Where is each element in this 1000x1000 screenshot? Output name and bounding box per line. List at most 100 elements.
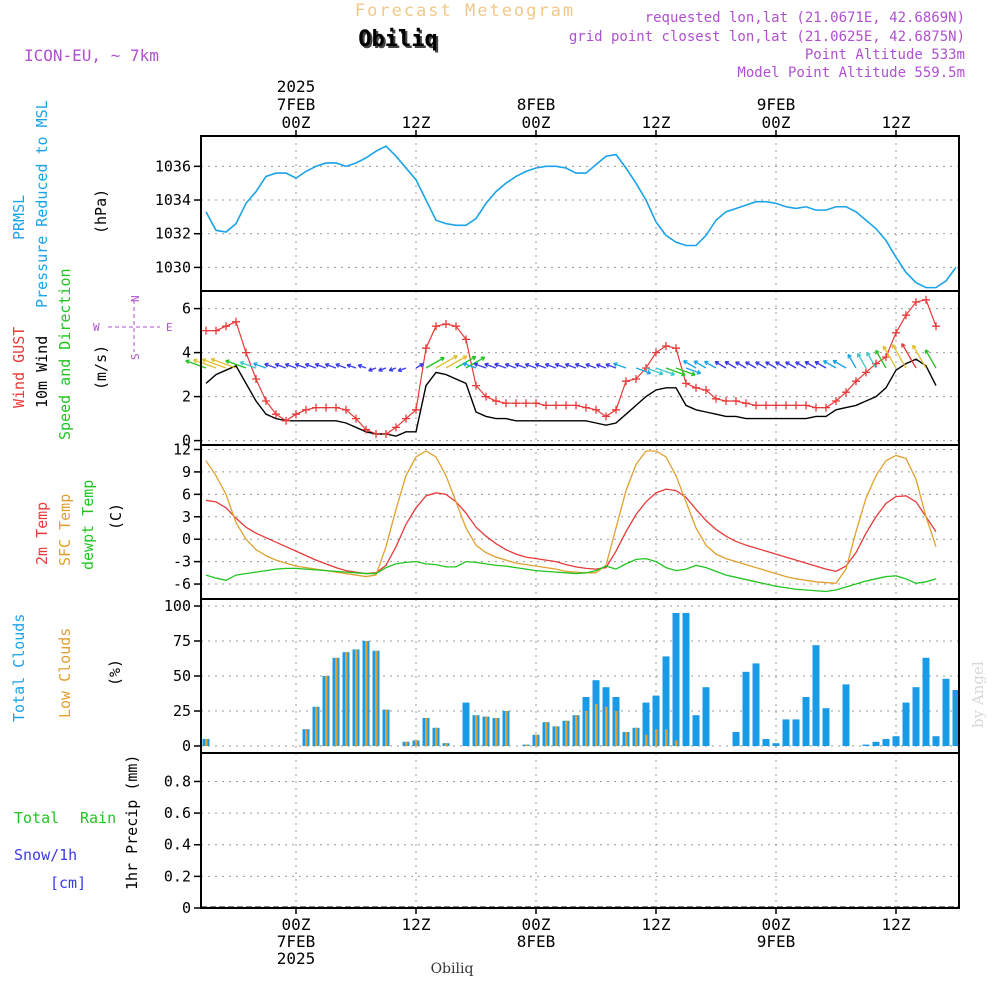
precip-axis-label: 1hr Precip (mm) [123, 755, 141, 890]
total-clouds-bar [762, 739, 770, 746]
wind-direction-arrow [785, 361, 797, 369]
forecast-title: Forecast Meteogram [355, 1, 575, 21]
top-time-label: 2025 [277, 77, 316, 96]
top-time-label: 8FEB [517, 95, 556, 114]
station-title: Obiliq [358, 27, 437, 52]
total-clouds-bar [672, 613, 680, 746]
low-clouds-label: Low Clouds [56, 628, 74, 718]
low-clouds-bar [605, 706, 608, 746]
wind-direction-arrow [755, 361, 767, 369]
wind-direction-arrow [924, 349, 937, 369]
snow-label: Snow/1h [14, 846, 77, 864]
wind-direction-arrow [765, 361, 777, 369]
pressure-series-line [205, 145, 957, 289]
y-tick-label: 0 [182, 737, 191, 755]
y-tick-label: 1032 [155, 225, 191, 243]
bottom-time-label: 12Z [642, 915, 671, 934]
gust-point-marker [722, 397, 730, 405]
wind-direction-arrow [294, 362, 307, 369]
gust-point-marker [472, 381, 480, 390]
bottom-time-label: 12Z [882, 915, 911, 934]
y-tick-label: 75 [173, 632, 191, 650]
gust-point-marker [202, 326, 210, 335]
t2m-label: 2m Temp [33, 502, 51, 565]
wind-direction-arrow [605, 363, 617, 369]
wind-direction-arrow [613, 362, 627, 369]
gust-point-marker [842, 388, 850, 397]
gust-point-marker [592, 405, 600, 414]
gust-point-marker [882, 353, 890, 361]
total-clouds-bar [692, 715, 700, 746]
gust-point-marker [332, 403, 340, 412]
wind-direction-arrow [368, 367, 377, 372]
gust-point-marker [482, 392, 490, 401]
low-clouds-bar [385, 709, 388, 746]
wind-direction-arrow [866, 351, 877, 369]
compass-rose-icon: W E N S [93, 295, 173, 360]
requested-coords: requested lon,lat (21.0671E, 42.6869N) [645, 10, 965, 26]
y-tick-label: 3 [182, 508, 191, 526]
y-tick-label: 0 [182, 899, 191, 917]
t2m-series-line [205, 488, 937, 575]
gust-point-marker [582, 403, 590, 412]
low-clouds-bar [495, 718, 498, 746]
dewpt-label: dewpt Temp [79, 480, 97, 570]
wind-direction-arrow [225, 359, 247, 369]
temp-unit: (C) [107, 503, 125, 530]
wind-direction-arrow [682, 360, 697, 369]
wind-direction-arrow [856, 352, 867, 369]
low-clouds-bar [445, 743, 448, 746]
gust-point-marker [442, 320, 450, 328]
wind-direction-arrow [832, 359, 847, 369]
total-clouds-bar [462, 702, 470, 746]
low-clouds-bar [665, 729, 668, 746]
total-clouds-bar [952, 690, 960, 746]
gust-point-marker [262, 397, 270, 405]
wind-direction-arrow [473, 362, 487, 369]
low-clouds-bar [485, 716, 488, 746]
y-tick-label: 0.4 [164, 836, 191, 854]
dewpt-series-line [205, 557, 937, 593]
gust-point-marker [252, 375, 260, 383]
gust-point-marker [932, 322, 940, 331]
wind-direction-arrow [314, 362, 327, 369]
low-clouds-bar [505, 711, 508, 746]
wind-direction-arrow [534, 362, 547, 369]
wind-direction-arrow [425, 356, 445, 369]
total-clouds-bar [652, 695, 660, 746]
low-clouds-bar [335, 657, 338, 746]
wind-direction-arrow [675, 367, 696, 377]
gust-point-marker [692, 383, 700, 392]
pressure-unit: (hPa) [92, 189, 110, 234]
grid-point-coords: grid point closest lon,lat (21.0625E, 42… [569, 29, 965, 45]
total-clouds-bar [872, 741, 880, 746]
wind-direction-arrow [201, 358, 227, 369]
low-clouds-bar [585, 711, 588, 746]
wind-direction-arrow [210, 357, 237, 369]
wind-direction-arrow [335, 363, 347, 369]
gust-point-marker [632, 375, 640, 383]
gust-point-marker [902, 311, 910, 320]
gust-point-marker [282, 416, 290, 425]
wind-direction-arrow [585, 363, 597, 369]
total-clouds-bar [732, 732, 740, 746]
gust-point-marker [812, 403, 820, 412]
low-clouds-bar [475, 715, 478, 746]
gust-point-marker [212, 326, 220, 335]
top-time-label: 9FEB [757, 95, 796, 114]
wind-direction-arrow [494, 362, 507, 369]
compass-s: S [129, 353, 142, 360]
wind-direction-arrow [239, 361, 257, 369]
total-clouds-label: Total Clouds [10, 614, 28, 722]
y-tick-label: 9 [182, 463, 191, 481]
low-clouds-bar [565, 720, 568, 746]
gust-point-marker [342, 405, 350, 414]
bottom-time-label: 00Z [282, 915, 311, 934]
total-clouds-bar [922, 657, 930, 746]
gust-point-marker [432, 322, 440, 331]
total-clouds-bar [862, 744, 870, 746]
snow-unit-label: [cm] [50, 874, 86, 892]
station-shadow: Obiliq [360, 29, 439, 54]
low-clouds-bar [345, 652, 348, 746]
